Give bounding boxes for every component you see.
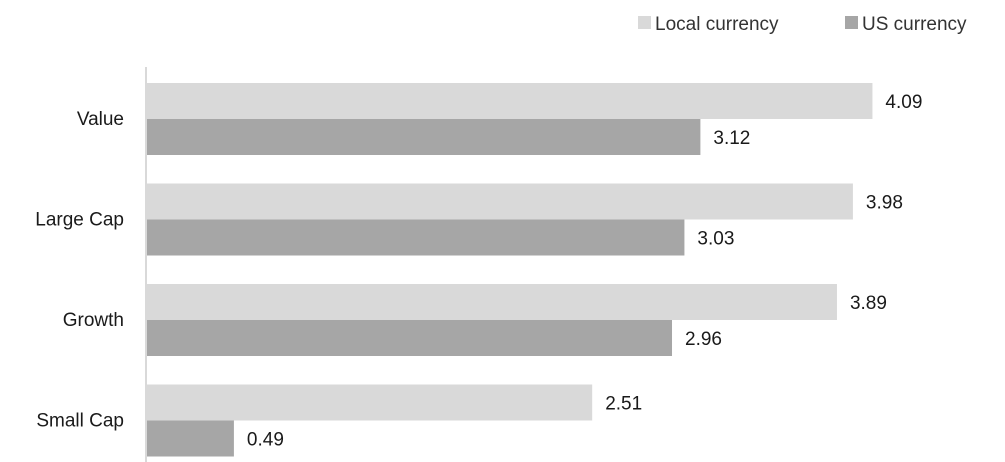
- value-label-value-local-currency: 4.09: [885, 92, 922, 113]
- legend-item-local-currency: Local currency: [638, 14, 779, 35]
- value-label-large-cap-us-currency: 3.03: [697, 229, 734, 250]
- bar-large-cap-us-currency: [147, 219, 685, 256]
- bar-growth-us-currency: [147, 320, 673, 356]
- value-label-small-cap-local-currency: 2.51: [605, 394, 642, 415]
- bars: [147, 83, 873, 457]
- value-label-growth-local-currency: 3.89: [850, 293, 887, 314]
- bar-value-us-currency: [147, 119, 701, 155]
- legend-label-us-currency: US currency: [862, 14, 967, 35]
- legend-swatch-local-currency: [638, 16, 651, 29]
- legend: Local currency US currency: [638, 14, 967, 35]
- category-labels: Value Large Cap Growth Small Cap: [35, 109, 124, 432]
- bar-small-cap-local-currency: [147, 384, 593, 421]
- value-label-growth-us-currency: 2.96: [685, 329, 722, 350]
- value-label-small-cap-us-currency: 0.49: [247, 430, 284, 451]
- legend-swatch-us-currency: [845, 16, 858, 29]
- category-label-small-cap: Small Cap: [36, 411, 124, 432]
- value-label-value-us-currency: 3.12: [713, 128, 750, 149]
- value-label-large-cap-local-currency: 3.98: [866, 193, 903, 214]
- legend-item-us-currency: US currency: [845, 14, 967, 35]
- bar-value-local-currency: [147, 83, 873, 119]
- category-label-growth: Growth: [63, 310, 124, 331]
- bar-growth-local-currency: [147, 284, 837, 320]
- category-label-value: Value: [77, 109, 124, 130]
- bar-large-cap-local-currency: [147, 183, 853, 220]
- value-labels: 4.09 3.12 3.98 3.03 3.89 2.96 2.51 0.49: [247, 92, 923, 451]
- category-label-large-cap: Large Cap: [35, 210, 124, 231]
- legend-label-local-currency: Local currency: [655, 14, 779, 35]
- bar-small-cap-us-currency: [147, 420, 234, 457]
